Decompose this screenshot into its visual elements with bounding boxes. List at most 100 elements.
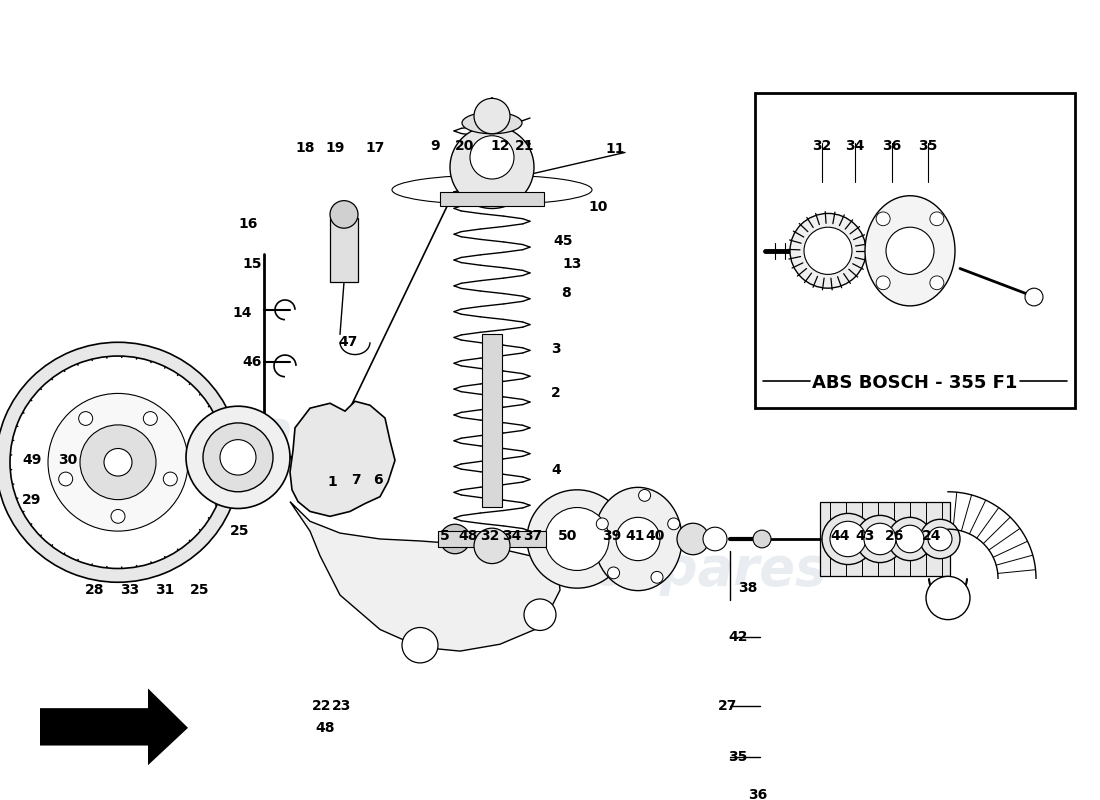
Text: 39: 39 bbox=[603, 529, 622, 543]
Text: 29: 29 bbox=[22, 493, 42, 506]
Text: 46: 46 bbox=[242, 355, 262, 369]
Text: 35: 35 bbox=[918, 138, 937, 153]
Text: 35: 35 bbox=[728, 750, 748, 764]
Text: 4: 4 bbox=[551, 463, 561, 477]
Text: 7: 7 bbox=[351, 473, 361, 487]
Circle shape bbox=[930, 212, 944, 226]
Circle shape bbox=[220, 440, 256, 475]
Text: 49: 49 bbox=[22, 454, 42, 467]
Text: 20: 20 bbox=[455, 138, 475, 153]
Circle shape bbox=[58, 472, 73, 486]
Circle shape bbox=[402, 627, 438, 663]
Text: 5: 5 bbox=[440, 529, 450, 543]
Text: 50: 50 bbox=[559, 529, 578, 543]
Circle shape bbox=[524, 599, 556, 630]
Text: 12: 12 bbox=[491, 138, 509, 153]
Circle shape bbox=[926, 576, 970, 620]
Circle shape bbox=[651, 571, 663, 583]
Text: 25: 25 bbox=[190, 583, 210, 597]
Text: 27: 27 bbox=[718, 699, 738, 713]
Text: 34: 34 bbox=[845, 138, 865, 153]
Bar bbox=[482, 334, 502, 506]
Text: 14: 14 bbox=[232, 306, 252, 320]
Circle shape bbox=[48, 394, 188, 531]
Circle shape bbox=[790, 214, 866, 288]
Circle shape bbox=[676, 523, 710, 554]
Circle shape bbox=[607, 567, 619, 578]
Circle shape bbox=[822, 514, 875, 565]
Circle shape bbox=[668, 518, 680, 530]
Text: 47: 47 bbox=[339, 335, 358, 350]
Bar bbox=[440, 192, 544, 206]
Circle shape bbox=[876, 276, 890, 290]
Ellipse shape bbox=[865, 196, 955, 306]
Bar bbox=[438, 531, 546, 547]
Ellipse shape bbox=[462, 112, 522, 134]
Circle shape bbox=[79, 412, 92, 426]
Text: 36: 36 bbox=[882, 138, 902, 153]
Polygon shape bbox=[40, 689, 188, 766]
Circle shape bbox=[450, 126, 534, 209]
Polygon shape bbox=[290, 502, 560, 651]
Text: 41: 41 bbox=[625, 529, 645, 543]
Ellipse shape bbox=[594, 487, 682, 590]
Text: 43: 43 bbox=[856, 529, 875, 543]
Circle shape bbox=[186, 406, 290, 509]
Text: 36: 36 bbox=[748, 788, 768, 800]
Circle shape bbox=[703, 527, 727, 550]
Circle shape bbox=[930, 276, 944, 290]
Bar bbox=[820, 502, 950, 576]
Text: 6: 6 bbox=[373, 473, 383, 487]
Text: 26: 26 bbox=[886, 529, 904, 543]
Circle shape bbox=[80, 425, 156, 500]
Circle shape bbox=[204, 423, 273, 492]
Text: ABS BOSCH - 355 F1: ABS BOSCH - 355 F1 bbox=[812, 374, 1018, 392]
Circle shape bbox=[527, 490, 627, 588]
Text: 2: 2 bbox=[551, 386, 561, 401]
Circle shape bbox=[754, 530, 771, 548]
Text: 40: 40 bbox=[646, 529, 664, 543]
Text: 22: 22 bbox=[312, 699, 332, 713]
Text: 16: 16 bbox=[239, 218, 257, 231]
Circle shape bbox=[856, 515, 904, 562]
Circle shape bbox=[616, 518, 660, 561]
Text: 30: 30 bbox=[58, 454, 78, 467]
Text: 25: 25 bbox=[230, 524, 250, 538]
Text: 34: 34 bbox=[503, 529, 521, 543]
Text: 45: 45 bbox=[553, 234, 573, 248]
Circle shape bbox=[888, 518, 932, 561]
Text: 32: 32 bbox=[812, 138, 832, 153]
Circle shape bbox=[104, 449, 132, 476]
Text: 44: 44 bbox=[830, 529, 849, 543]
Text: 48: 48 bbox=[316, 721, 334, 735]
Circle shape bbox=[143, 412, 157, 426]
Text: 17: 17 bbox=[365, 141, 385, 154]
Polygon shape bbox=[290, 402, 395, 516]
Text: 19: 19 bbox=[326, 141, 344, 154]
Circle shape bbox=[111, 510, 125, 523]
Circle shape bbox=[876, 212, 890, 226]
Circle shape bbox=[12, 358, 224, 566]
Circle shape bbox=[804, 227, 853, 274]
Text: 10: 10 bbox=[588, 199, 607, 214]
Text: 42: 42 bbox=[728, 630, 748, 644]
Circle shape bbox=[163, 472, 177, 486]
Circle shape bbox=[1025, 288, 1043, 306]
Text: 24: 24 bbox=[922, 529, 942, 543]
Circle shape bbox=[928, 527, 952, 550]
Text: 48: 48 bbox=[459, 529, 477, 543]
Bar bbox=[755, 94, 1075, 408]
Circle shape bbox=[864, 523, 896, 554]
Text: 31: 31 bbox=[155, 583, 175, 597]
Text: 15: 15 bbox=[242, 257, 262, 270]
Text: 13: 13 bbox=[562, 257, 582, 270]
Text: 28: 28 bbox=[86, 583, 104, 597]
Circle shape bbox=[14, 360, 222, 565]
Text: 11: 11 bbox=[605, 142, 625, 157]
Circle shape bbox=[470, 136, 514, 179]
Text: 33: 33 bbox=[120, 583, 140, 597]
Text: 21: 21 bbox=[515, 138, 535, 153]
Circle shape bbox=[886, 227, 934, 274]
Text: 18: 18 bbox=[295, 141, 315, 154]
Circle shape bbox=[474, 528, 510, 563]
